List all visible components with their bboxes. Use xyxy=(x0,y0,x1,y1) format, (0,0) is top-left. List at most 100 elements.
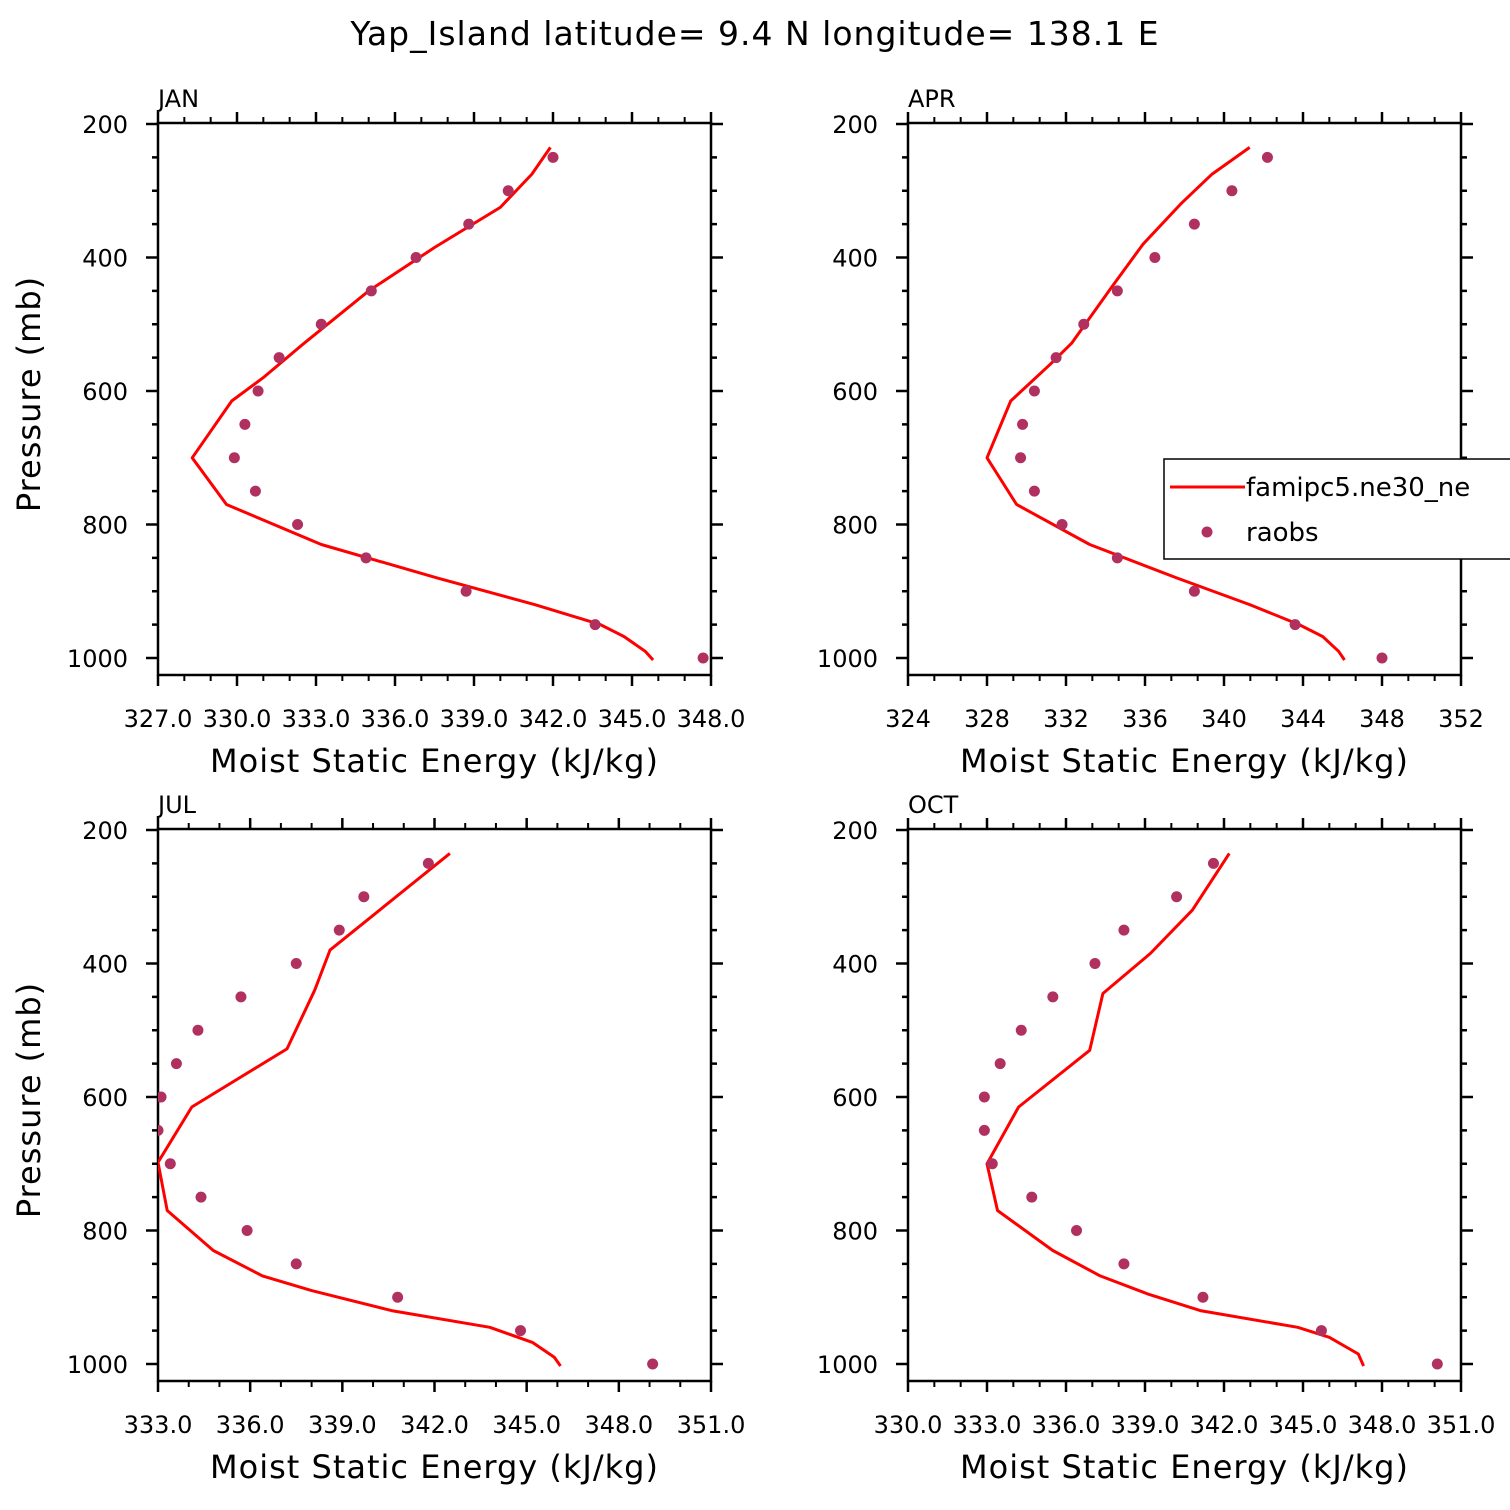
plot-area xyxy=(978,852,1443,1370)
plot-frame xyxy=(156,121,713,677)
obs-marker xyxy=(164,1158,176,1170)
plot-area xyxy=(190,146,709,664)
obs-marker xyxy=(1171,891,1183,903)
y-tick-label: 800 xyxy=(82,1218,128,1246)
x-tick-label: 348.0 xyxy=(677,705,746,733)
x-tick-label: 327.0 xyxy=(124,705,193,733)
obs-marker xyxy=(170,1058,182,1070)
model-line-series xyxy=(985,146,1346,661)
x-tick-label: 351.0 xyxy=(1427,1411,1496,1439)
legend-model-label: famipc5.ne30_ne xyxy=(1246,473,1470,503)
obs-marker xyxy=(502,185,514,197)
y-axis-title: Pressure (mb) xyxy=(10,276,48,512)
obs-marker xyxy=(360,552,372,564)
panel-label: JAN xyxy=(156,85,199,113)
x-tick-label: 342.0 xyxy=(519,705,588,733)
x-tick-label: 328 xyxy=(964,705,1010,733)
x-tick-label: 352 xyxy=(1438,705,1484,733)
y-tick-label: 600 xyxy=(832,1084,878,1112)
plot-frame xyxy=(906,121,1463,677)
obs-marker xyxy=(1111,285,1123,297)
x-tick-label: 348 xyxy=(1359,705,1405,733)
x-tick-label: 340 xyxy=(1201,705,1247,733)
obs-marker xyxy=(1078,318,1090,330)
model-line-series xyxy=(985,852,1365,1367)
obs-marker xyxy=(547,151,559,163)
x-tick-label: 345.0 xyxy=(1269,1411,1338,1439)
x-axis-title: Moist Static Energy (kJ/kg) xyxy=(960,1448,1409,1486)
obs-marker xyxy=(1118,1258,1130,1270)
legend-obs-label: raobs xyxy=(1246,518,1319,548)
panel-oct: OCT 330.0 333.0 336.0 339.0 342.0 345.0 348.0 35… xyxy=(817,791,1495,1486)
panel-jan: JAN 327.0 330.0 333.0 336.0 339.0 342.0 345.0 34… xyxy=(10,85,745,780)
x-tick-label: 351.0 xyxy=(677,1411,746,1439)
y-tick-label: 400 xyxy=(82,951,128,979)
y-tick-label: 400 xyxy=(832,951,878,979)
y-tick-label: 400 xyxy=(832,245,878,273)
x-tick-label: 333.0 xyxy=(124,1411,193,1439)
y-tick-label: 800 xyxy=(82,512,128,540)
y-tick-label: 1000 xyxy=(817,645,878,673)
y-tick-label: 600 xyxy=(82,378,128,406)
obs-marker xyxy=(1056,519,1068,530)
y-tick-label: 600 xyxy=(832,378,878,406)
obs-marker xyxy=(249,485,261,497)
panels-group: JAN 327.0 330.0 333.0 336.0 339.0 342.0 345.0 34… xyxy=(10,85,1510,1486)
obs-marker xyxy=(589,619,601,631)
plot-frame xyxy=(156,827,713,1383)
obs-marker xyxy=(1026,1191,1038,1203)
x-tick-label: 336.0 xyxy=(1032,1411,1101,1439)
obs-marker xyxy=(978,1091,990,1103)
y-tick-label: 800 xyxy=(832,1218,878,1246)
plot-area xyxy=(985,146,1388,664)
obs-marker xyxy=(315,318,327,330)
obs-marker xyxy=(1028,485,1040,497)
x-axis-title: Moist Static Energy (kJ/kg) xyxy=(210,742,659,780)
obs-marker xyxy=(1015,1024,1027,1036)
panel-label: APR xyxy=(908,85,956,113)
obs-marker xyxy=(994,1058,1006,1070)
obs-marker xyxy=(273,352,285,364)
x-tick-label: 333.0 xyxy=(282,705,351,733)
legend-box xyxy=(1163,458,1510,560)
obs-marker xyxy=(158,1091,167,1103)
x-tick-label: 342.0 xyxy=(1190,1411,1259,1439)
obs-marker xyxy=(1118,924,1130,936)
panel-jul: JUL 333.0 336.0 339.0 342.0 345.0 348.0 351.0 20… xyxy=(10,791,745,1486)
obs-marker xyxy=(978,1124,990,1136)
obs-marker xyxy=(292,519,304,530)
obs-marker xyxy=(1047,991,1059,1003)
panel-apr: APR 324 328 332 336 340 344 348 352 200 400 600 800 1… xyxy=(817,85,1510,780)
obs-marker xyxy=(986,1158,998,1170)
obs-marker xyxy=(235,991,247,1003)
y-tick-label: 800 xyxy=(832,512,878,540)
obs-marker xyxy=(1015,452,1027,464)
obs-marker xyxy=(1207,857,1219,869)
obs-marker xyxy=(1315,1325,1327,1337)
x-tick-label: 345.0 xyxy=(598,705,667,733)
figure-title: Yap_Island latitude= 9.4 N longitude= 13… xyxy=(349,14,1159,53)
obs-marker xyxy=(1089,958,1101,969)
legend-marker-swatch xyxy=(1201,526,1213,538)
obs-marker xyxy=(515,1325,527,1337)
obs-marker xyxy=(195,1191,207,1203)
obs-marker xyxy=(1188,585,1200,597)
obs-marker xyxy=(1431,1358,1443,1370)
x-axis-title: Moist Static Energy (kJ/kg) xyxy=(960,742,1409,780)
x-tick-label: 339.0 xyxy=(308,1411,377,1439)
obs-marker xyxy=(1017,418,1029,430)
obs-marker xyxy=(239,418,251,430)
y-tick-label: 200 xyxy=(832,817,878,845)
x-tick-label: 336.0 xyxy=(361,705,430,733)
obs-marker xyxy=(463,218,475,230)
x-tick-label: 333.0 xyxy=(953,1411,1022,1439)
obs-marker xyxy=(1188,218,1200,230)
x-tick-label: 330.0 xyxy=(203,705,272,733)
obs-marker xyxy=(1111,552,1123,564)
plot-area xyxy=(158,852,659,1370)
model-line-series xyxy=(158,852,562,1367)
panel-label: OCT xyxy=(908,791,959,819)
obs-marker xyxy=(290,1258,302,1270)
